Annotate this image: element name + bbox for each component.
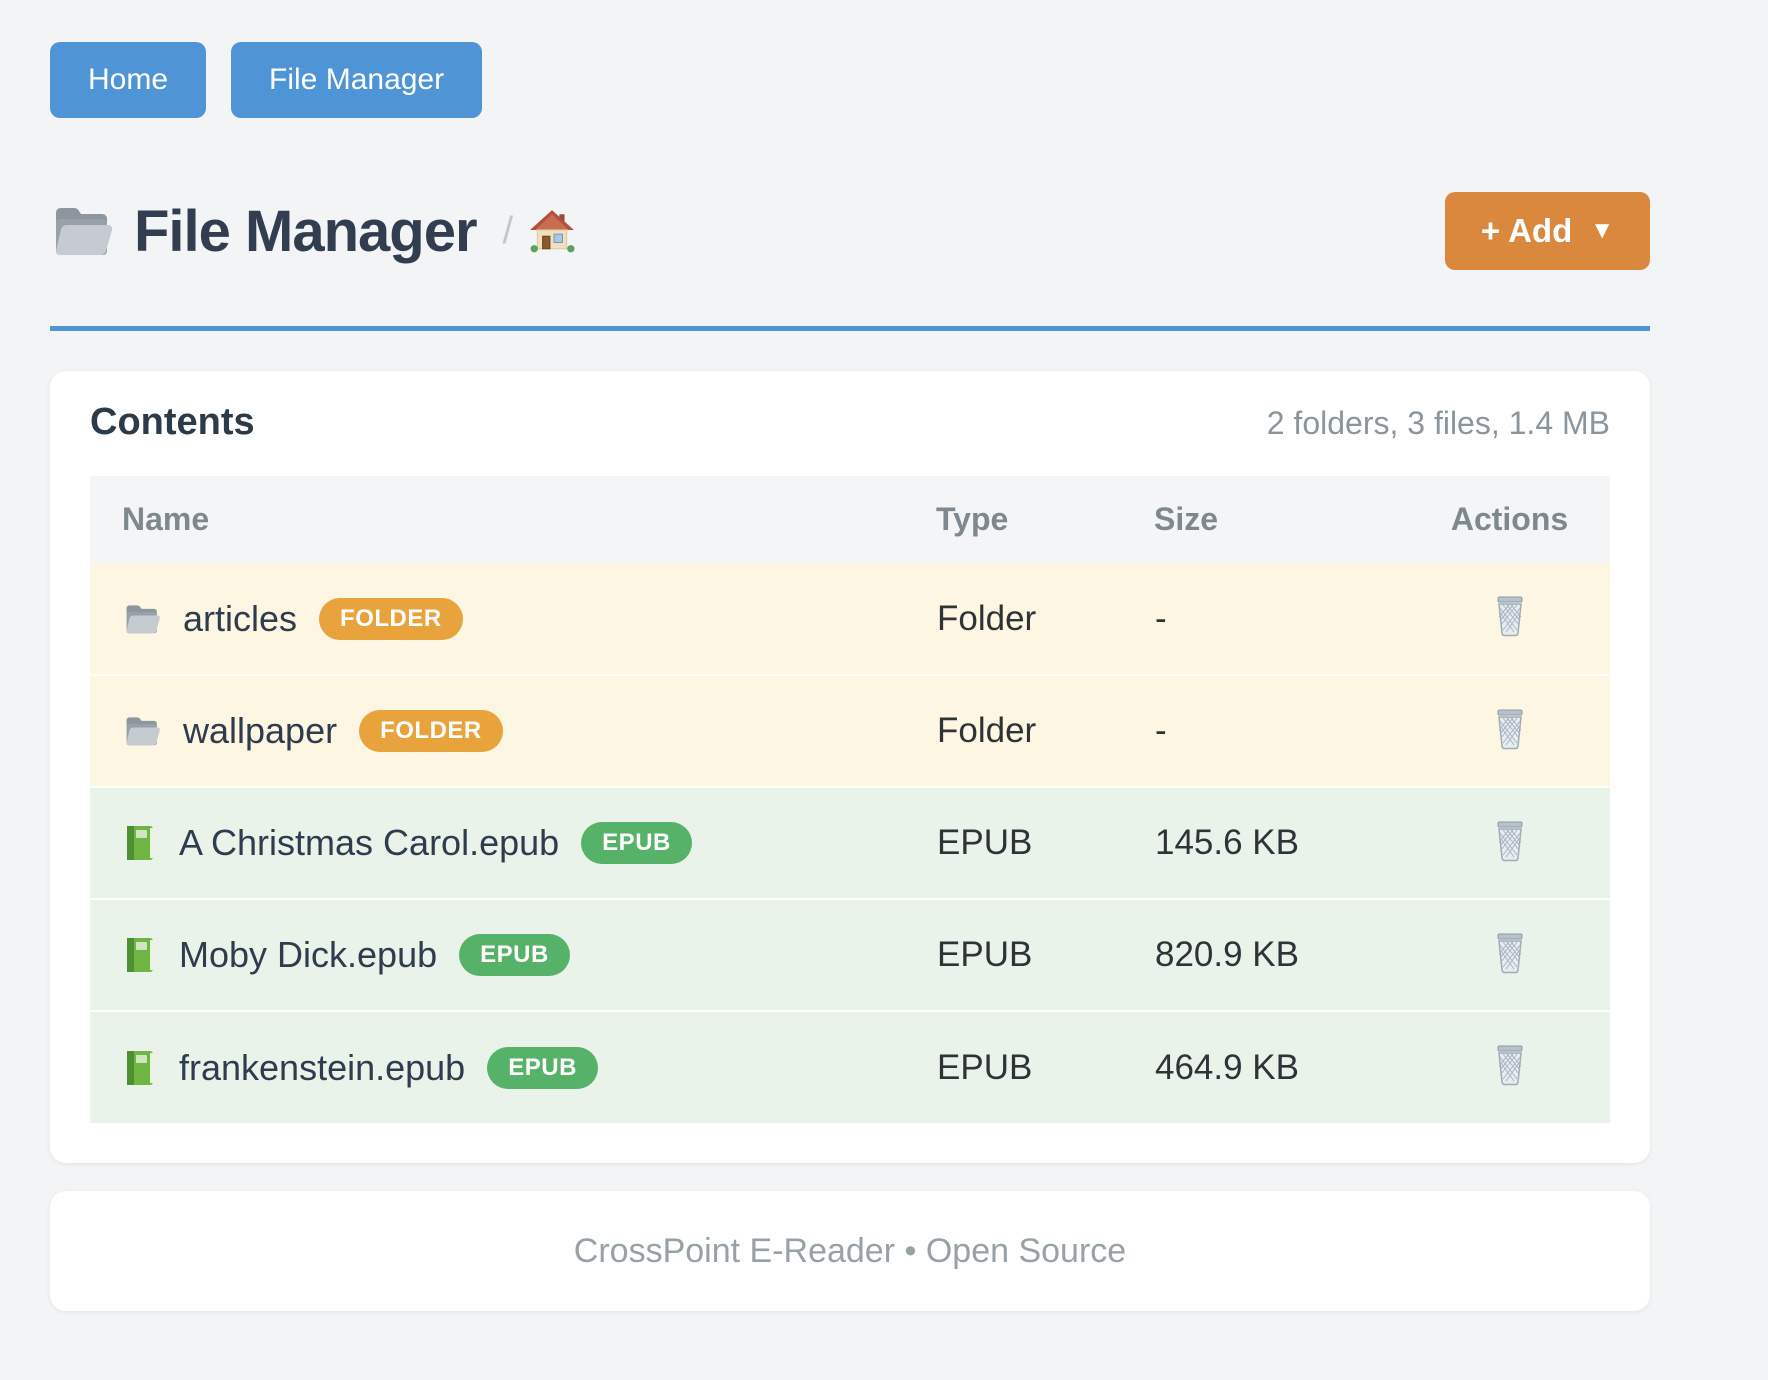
folder-icon [50, 201, 114, 261]
page-header: File Manager / + Add ▼ [50, 192, 1650, 331]
column-header-type: Type [936, 476, 1154, 563]
cell-size: - [1154, 674, 1409, 787]
file-name-link[interactable]: Moby Dick.epub [179, 934, 438, 975]
book-icon [123, 1049, 157, 1087]
breadcrumb-separator: / [502, 209, 514, 252]
name-cell: frankenstein.epub EPUB [91, 1046, 935, 1089]
delete-button[interactable] [1491, 1043, 1529, 1087]
contents-title: Contents [90, 401, 255, 443]
file-name-link[interactable]: frankenstein.epub [179, 1046, 466, 1088]
cell-size: - [1155, 598, 1167, 638]
folder-icon [123, 601, 161, 637]
type-badge: FOLDER [319, 597, 463, 640]
trash-icon [1491, 1045, 1529, 1090]
type-badge: EPUB [487, 1046, 598, 1089]
cell-type: Folder [937, 598, 1037, 638]
table-header-row: Name Type Size Actions [90, 476, 1610, 563]
type-badge: EPUB [581, 822, 692, 864]
footer: CrossPoint E-Reader • Open Source [50, 1191, 1650, 1311]
name-cell: A Christmas Carol.epub EPUB [91, 822, 935, 864]
type-badge: EPUB [459, 934, 570, 976]
add-button-label: + Add [1480, 212, 1573, 249]
cell-size: 464.9 KB [1154, 1010, 1409, 1123]
delete-button[interactable] [1491, 931, 1529, 975]
column-header-name: Name [90, 476, 936, 563]
folder-icon [123, 713, 161, 749]
house-icon[interactable] [529, 209, 575, 253]
table-row: A Christmas Carol.epub EPUB EPUB 145.6 K… [90, 786, 1610, 899]
file-name-link[interactable]: articles [183, 597, 298, 639]
cell-type: EPUB [936, 1010, 1154, 1123]
top-nav: Home File Manager [50, 0, 1650, 118]
trash-icon [1491, 596, 1529, 641]
cell-size: 820.9 KB [1154, 898, 1409, 1011]
file-name-link[interactable]: A Christmas Carol.epub [179, 822, 560, 863]
contents-card-header: Contents 2 folders, 3 files, 1.4 MB [90, 401, 1610, 444]
trash-icon [1491, 821, 1529, 866]
name-cell: wallpaper FOLDER [91, 710, 935, 752]
chevron-down-icon: ▼ [1590, 217, 1614, 244]
column-header-actions: Actions [1409, 476, 1610, 563]
table-row: frankenstein.epub EPUB EPUB 464.9 KB [90, 1010, 1610, 1123]
title-group: File Manager / [50, 198, 575, 265]
nav-file-manager-button[interactable]: File Manager [231, 42, 483, 118]
cell-type: EPUB [936, 898, 1154, 1011]
trash-icon [1491, 933, 1529, 978]
nav-home-button[interactable]: Home [50, 42, 207, 118]
table-body: articles FOLDER Folder - [90, 563, 1610, 1123]
cell-size: 145.6 KB [1154, 786, 1409, 899]
file-name-link[interactable]: wallpaper [183, 710, 338, 751]
column-header-size: Size [1154, 476, 1409, 563]
delete-button[interactable] [1491, 707, 1529, 751]
add-button[interactable]: + Add ▼ [1444, 192, 1650, 270]
file-table: Name Type Size Actions articles [90, 476, 1610, 1123]
table-row: articles FOLDER Folder - [90, 563, 1610, 675]
book-icon [123, 824, 157, 862]
contents-card: Contents 2 folders, 3 files, 1.4 MB Name… [50, 371, 1650, 1163]
page-container: Home File Manager File Manager / [50, 0, 1650, 1311]
name-cell: Moby Dick.epub EPUB [91, 934, 935, 976]
delete-button[interactable] [1491, 819, 1529, 863]
type-badge: FOLDER [359, 710, 503, 752]
name-cell: articles FOLDER [91, 597, 935, 640]
delete-button[interactable] [1491, 594, 1529, 638]
footer-text: CrossPoint E-Reader • Open Source [573, 1231, 1127, 1270]
table-row: wallpaper FOLDER Folder - [90, 674, 1610, 787]
cell-type: Folder [936, 674, 1154, 787]
page-title: File Manager [134, 198, 478, 264]
trash-icon [1491, 709, 1529, 754]
contents-summary: 2 folders, 3 files, 1.4 MB [1266, 405, 1610, 441]
book-icon [123, 936, 157, 974]
cell-type: EPUB [936, 786, 1154, 899]
table-row: Moby Dick.epub EPUB EPUB 820.9 KB [90, 898, 1610, 1011]
